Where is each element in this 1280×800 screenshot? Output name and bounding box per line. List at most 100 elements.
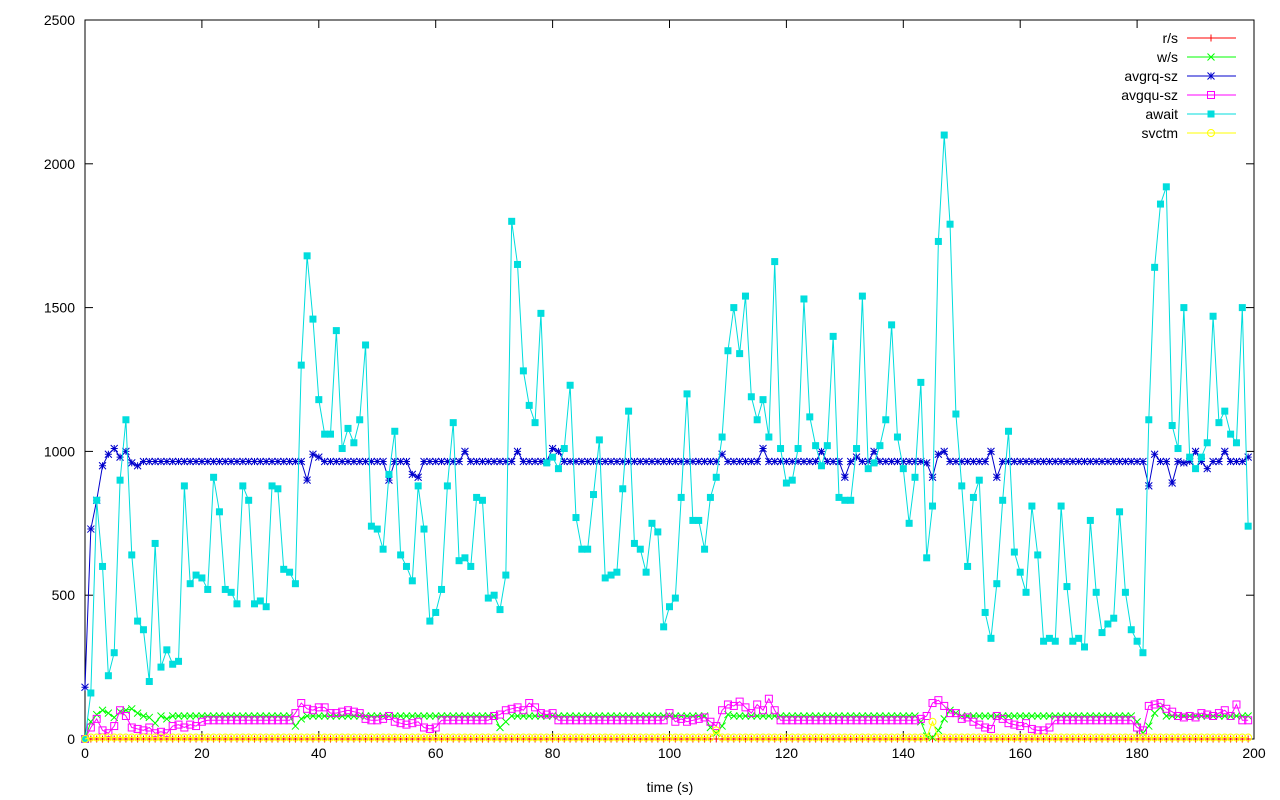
data-point-avgrq-sz	[887, 457, 896, 466]
data-point-avgrq-sz	[414, 473, 423, 482]
data-point-svctm	[379, 733, 388, 742]
data-point-await	[297, 361, 305, 369]
data-point-await	[502, 571, 510, 579]
data-point-avgqu-sz	[531, 703, 540, 712]
data-point-await	[245, 496, 253, 504]
data-point-avgrq-sz	[437, 457, 446, 466]
data-point-svctm	[390, 733, 399, 742]
data-point-w-s	[92, 710, 101, 719]
data-point-avgqu-sz	[735, 697, 744, 706]
data-point-avgqu-sz	[110, 722, 119, 731]
data-point-avgqu-sz	[104, 729, 113, 738]
data-point-avgqu-sz	[870, 716, 879, 725]
data-point-avgrq-sz	[1104, 457, 1112, 466]
data-point-await	[636, 545, 644, 553]
data-point-svctm	[706, 733, 715, 742]
data-point-await	[484, 594, 492, 602]
data-point-svctm	[893, 733, 902, 742]
data-point-svctm	[881, 733, 890, 742]
data-point-await	[420, 525, 428, 533]
data-point-svctm	[718, 733, 727, 742]
data-point-avgqu-sz	[677, 714, 686, 723]
data-point-avgrq-sz	[683, 457, 691, 466]
data-point-avgqu-sz	[133, 724, 142, 733]
data-point-svctm	[250, 733, 259, 742]
data-point-await	[1133, 637, 1141, 645]
data-point-await	[198, 574, 206, 582]
data-point-avgrq-sz	[127, 459, 136, 467]
data-point-avgqu-sz	[986, 724, 995, 733]
data-point-avgrq-sz	[846, 457, 855, 466]
data-point-await	[478, 496, 486, 504]
data-point-avgrq-sz	[373, 457, 382, 466]
data-point-svctm	[998, 733, 1007, 742]
data-point-await	[823, 442, 831, 450]
legend-item-avgqu-sz: avgqu-sz	[1121, 87, 1236, 103]
data-point-avgqu-sz	[455, 716, 464, 725]
data-point-avgqu-sz	[770, 706, 779, 715]
data-point-avgrq-sz	[677, 457, 686, 466]
data-point-svctm	[969, 733, 978, 742]
data-point-avgqu-sz	[1062, 716, 1071, 725]
data-point-await	[449, 419, 457, 427]
data-point-svctm	[1039, 733, 1048, 742]
data-point-svctm	[1045, 733, 1054, 742]
data-point-await	[765, 433, 773, 441]
data-point-avgrq-sz	[1215, 457, 1223, 466]
data-point-svctm	[1138, 733, 1147, 742]
data-point-avgqu-sz	[922, 711, 931, 720]
data-point-svctm	[963, 733, 972, 742]
data-point-avgqu-sz	[1179, 713, 1188, 722]
data-point-avgrq-sz	[876, 457, 884, 466]
data-point-svctm	[1174, 733, 1183, 742]
data-point-svctm	[794, 733, 803, 742]
data-point-avgqu-sz	[975, 720, 984, 729]
data-point-await	[706, 493, 714, 501]
data-point-avgqu-sz	[665, 709, 674, 718]
data-point-svctm	[279, 733, 288, 742]
data-point-await	[87, 689, 95, 697]
data-point-avgqu-sz	[449, 716, 458, 725]
data-point-avgrq-sz	[1039, 457, 1048, 466]
data-point-avgrq-sz	[1068, 457, 1077, 466]
data-point-await	[1244, 522, 1252, 530]
data-point-avgrq-sz	[379, 457, 387, 466]
data-point-avgqu-sz	[566, 716, 575, 725]
data-point-await	[800, 295, 808, 303]
data-point-avgrq-sz	[1209, 457, 1217, 466]
data-point-await	[899, 465, 907, 473]
data-point-await	[771, 258, 779, 266]
data-point-svctm	[934, 733, 943, 742]
data-point-avgqu-sz	[1121, 716, 1130, 725]
data-point-avgqu-sz	[180, 723, 189, 732]
data-point-w-s	[180, 712, 189, 720]
data-point-avgrq-sz	[227, 457, 235, 466]
data-point-svctm	[367, 733, 376, 742]
plot-area	[84, 19, 1255, 740]
data-point-await	[455, 557, 463, 565]
data-point-svctm	[981, 733, 990, 742]
data-point-avgqu-sz	[168, 722, 177, 731]
data-point-svctm	[256, 733, 265, 742]
data-point-avgqu-sz	[829, 716, 838, 725]
data-point-await	[654, 528, 662, 536]
data-point-svctm	[110, 733, 119, 742]
data-point-await	[1045, 634, 1053, 642]
data-point-await	[104, 672, 112, 680]
data-point-await	[858, 292, 866, 300]
data-point-await	[1180, 304, 1188, 312]
data-point-avgrq-sz	[162, 457, 171, 466]
data-point-svctm	[490, 733, 499, 742]
data-point-await	[1174, 445, 1182, 453]
data-point-avgqu-sz	[957, 714, 966, 723]
data-point-avgrq-sz	[122, 447, 130, 456]
data-point-avgqu-sz	[916, 714, 925, 723]
data-point-avgqu-sz	[519, 706, 528, 715]
data-point-avgrq-sz	[776, 457, 785, 466]
data-point-avgqu-sz	[192, 722, 201, 731]
data-point-svctm	[799, 733, 808, 742]
data-point-avgrq-sz	[1168, 479, 1177, 487]
data-point-avgrq-sz	[1174, 457, 1182, 466]
data-point-avgqu-sz	[589, 716, 598, 725]
data-point-avgrq-sz	[653, 457, 662, 466]
